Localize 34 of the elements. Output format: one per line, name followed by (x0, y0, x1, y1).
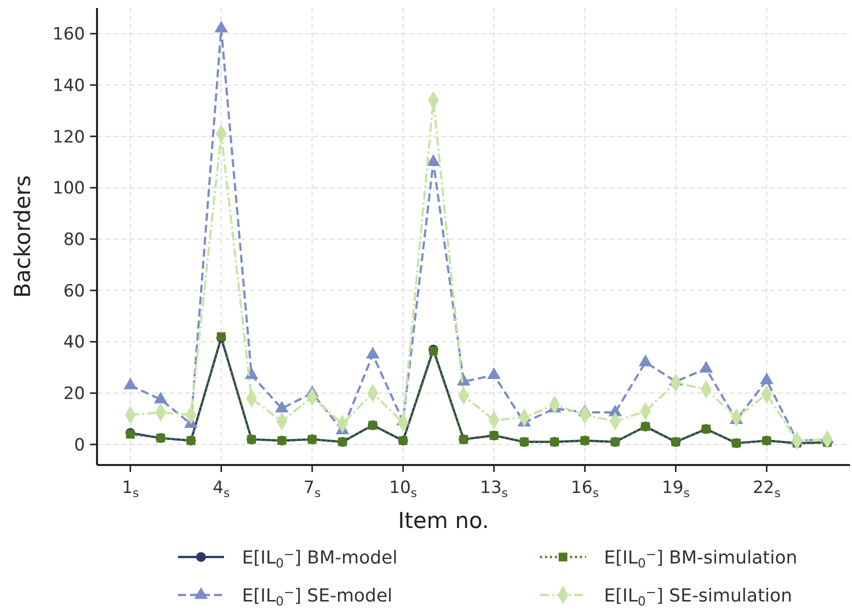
point (488, 368, 500, 380)
x-tick-label: 10$_{s}$ (389, 478, 417, 500)
y-tick-label: 40 (63, 332, 85, 353)
legend-label: E[IL$_{0}$$^{−}$] SE-model (242, 584, 392, 608)
point (366, 347, 380, 358)
legend-label: E[IL$_{0}$$^{−}$] BM-simulation (604, 546, 798, 570)
x-tick-label: 1$_{s}$ (122, 478, 139, 500)
point (214, 21, 228, 32)
legend-label: E[IL$_{0}$$^{−}$] BM-model (242, 546, 398, 570)
x-tick-label: 22$_{s}$ (752, 478, 781, 500)
legend-label: E[IL$_{0}$$^{−}$] SE-simulation (604, 584, 792, 608)
y-tick-label: 140 (52, 76, 85, 96)
point (639, 355, 652, 366)
x-tick-label: 7$_{s}$ (304, 478, 321, 500)
point (700, 361, 712, 373)
y-tick-label: 20 (63, 384, 85, 404)
y-tick-label: 120 (52, 127, 85, 148)
x-tick-label: 13$_{s}$ (480, 478, 508, 500)
point (154, 392, 168, 404)
y-axis-title: Backorders (11, 175, 36, 298)
x-tick-label: 19$_{s}$ (662, 478, 690, 500)
y-tick-label: 80 (63, 230, 85, 250)
x-tick-label: 16$_{s}$ (570, 478, 599, 500)
point (124, 378, 137, 390)
y-tick-label: 60 (63, 281, 85, 302)
y-tick-label: 100 (52, 178, 85, 199)
point (275, 401, 288, 412)
y-tick-label: 160 (52, 24, 85, 45)
point (760, 372, 774, 384)
y-tick-label: 0 (74, 435, 85, 456)
x-axis-title: Item no. (398, 509, 490, 534)
point (245, 368, 258, 380)
point (426, 154, 440, 166)
x-tick-label: 4$_{s}$ (212, 478, 230, 500)
